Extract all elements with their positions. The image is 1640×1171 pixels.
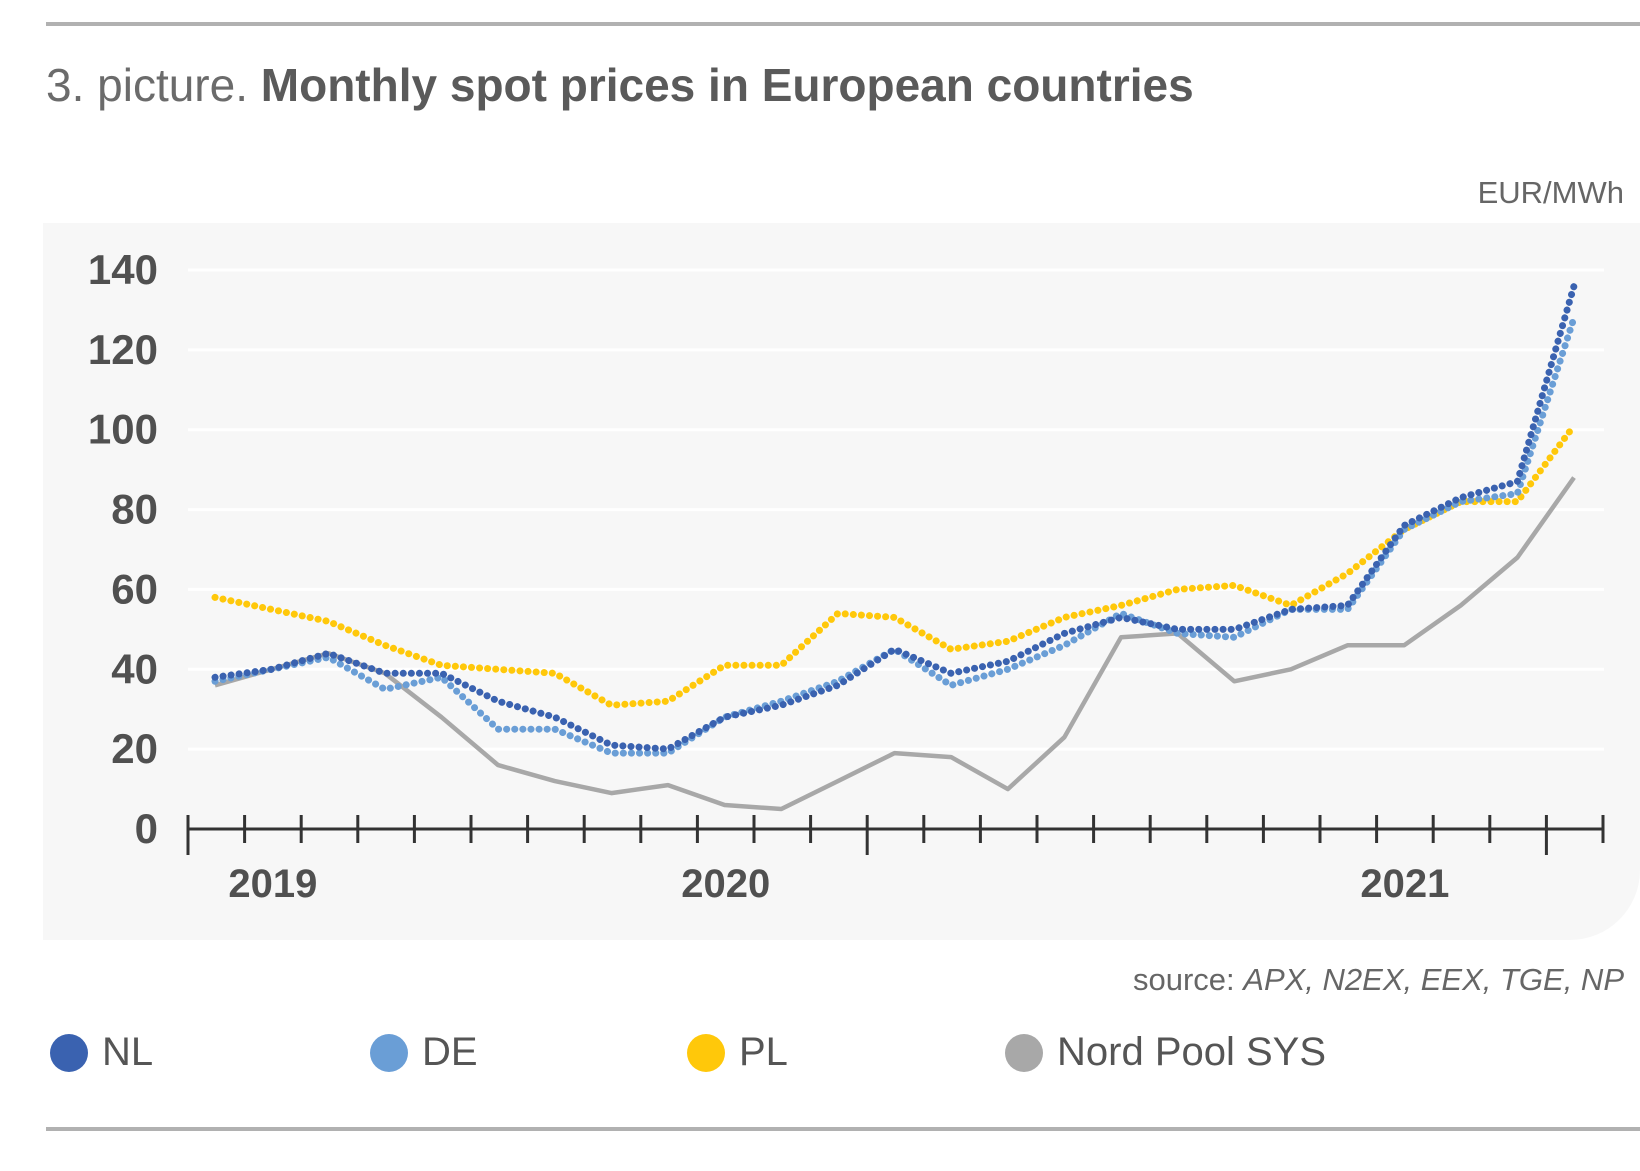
legend-item-nord-pool-sys: Nord Pool SYS: [1005, 1030, 1326, 1075]
legend-item-de: DE: [370, 1030, 478, 1075]
x-tick-labels: 2019 2020 2021: [228, 862, 1449, 906]
figure-title: 3. picture. Monthly spot prices in Europ…: [46, 58, 1194, 112]
legend-label-nl: NL: [102, 1030, 154, 1074]
source-prefix: source:: [1132, 962, 1235, 997]
y-tick-label: 80: [111, 486, 158, 533]
bottom-rule: [46, 1127, 1640, 1131]
y-tick-label: 140: [88, 246, 158, 293]
legend-marker-de: [370, 1033, 408, 1072]
y-tick-label: 120: [88, 326, 158, 373]
legend-item-nl: NL: [50, 1030, 153, 1075]
source-names: APX, N2EX, EEX, TGE, NP: [1243, 962, 1624, 997]
legend-label-nord-pool-sys: Nord Pool SYS: [1057, 1030, 1327, 1074]
series-line-pl: [211, 422, 1578, 709]
legend-item-pl: PL: [687, 1030, 788, 1075]
y-tick-label: 40: [111, 645, 158, 692]
x-tick-label: 2020: [681, 862, 770, 906]
legend-label-de: DE: [422, 1030, 478, 1074]
y-tick-label: 20: [111, 725, 158, 772]
series-line-de: [211, 314, 1578, 757]
title-prefix: 3. picture.: [46, 59, 248, 111]
legend-marker-pl: [687, 1033, 725, 1072]
y-tick-label: 100: [88, 406, 158, 453]
legend-marker-nl: [50, 1033, 88, 1072]
x-tick-label: 2019: [228, 862, 317, 906]
unit-label: EUR/MWh: [1477, 175, 1624, 210]
chart-panel: [43, 223, 1640, 940]
title-main: Monthly spot prices in European countrie…: [260, 59, 1194, 111]
x-tick-label: 2021: [1360, 862, 1449, 906]
legend-label-pl: PL: [739, 1030, 788, 1074]
legend: NL DE PL Nord Pool SYS: [50, 1030, 1610, 1080]
series-line-nord-pool-sys: [214, 476, 1576, 812]
y-tick-labels: 0 20 40 60 80 100 120 140: [88, 246, 158, 852]
series-line-nl: [211, 282, 1578, 753]
chart: 0 20 40 60 80 100 120 140 2019 2020 2021: [88, 246, 1605, 906]
x-axis: [186, 815, 1605, 855]
y-tick-label: 60: [111, 565, 158, 612]
source-note: source: APX, N2EX, EEX, TGE, NP: [1133, 962, 1624, 998]
legend-marker-nord-pool-sys: [1005, 1033, 1043, 1072]
top-rule: [46, 22, 1640, 26]
grid-lines: [188, 268, 1604, 751]
series-lines: [211, 282, 1578, 812]
y-tick-label: 0: [135, 805, 158, 852]
